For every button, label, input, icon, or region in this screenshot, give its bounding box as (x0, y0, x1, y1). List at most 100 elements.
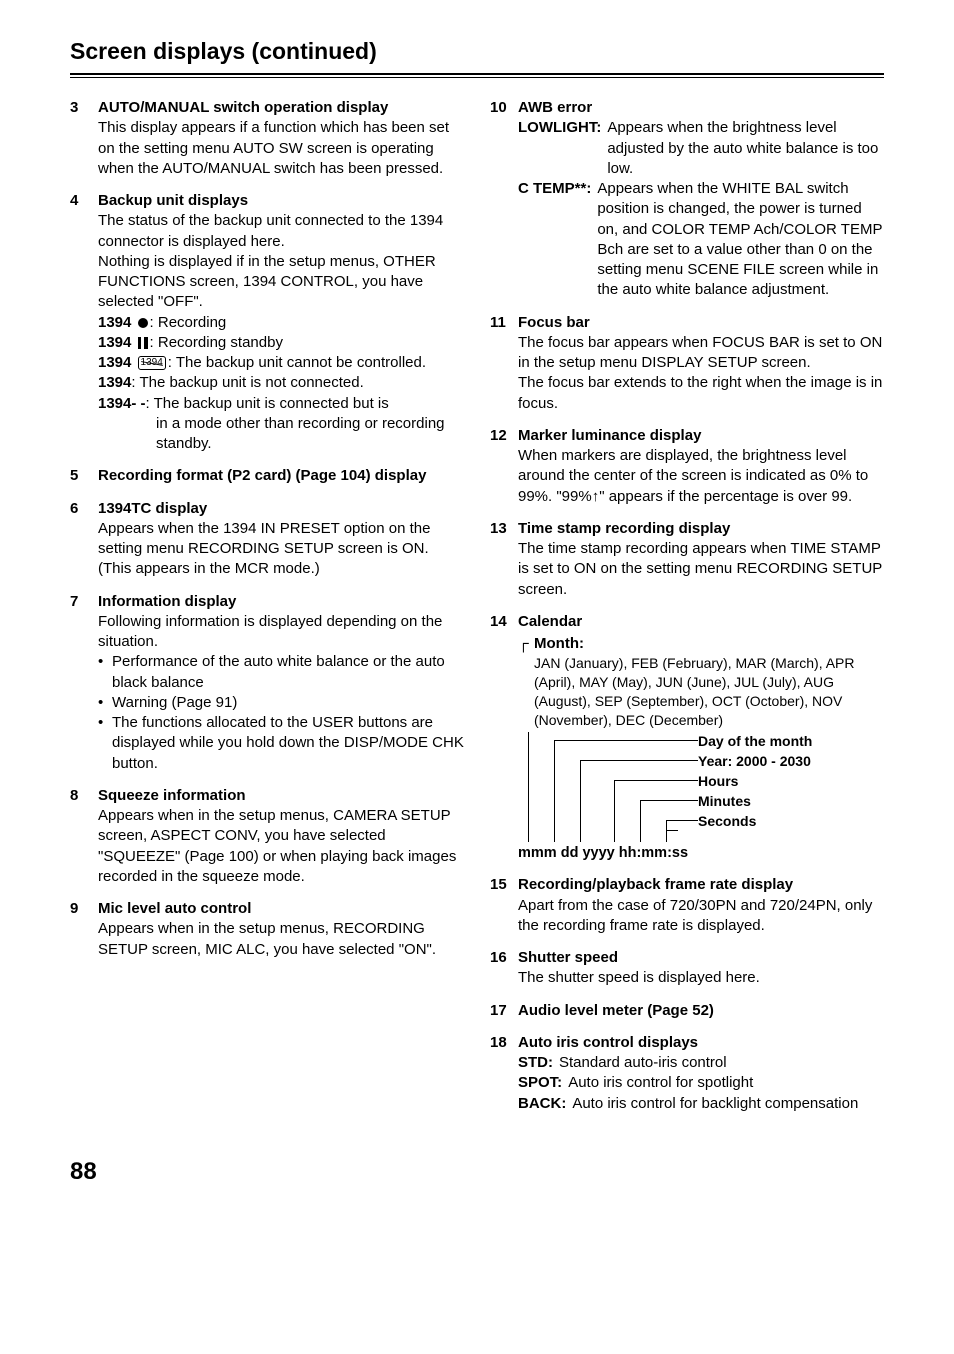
def-label: SPOT: (518, 1073, 568, 1093)
item-text: The focus bar appears when FOCUS BAR is … (518, 333, 884, 374)
item-number: 4 (70, 191, 98, 454)
def-text: Appears when the brightness level adjust… (607, 118, 884, 179)
item-text: This display appears if a function which… (98, 118, 464, 179)
item-number: 10 (490, 98, 518, 301)
item-heading: Auto iris control displays (518, 1033, 884, 1053)
title-rule (70, 73, 884, 78)
item-5: 5 Recording format (P2 card) (Page 104) … (70, 466, 464, 486)
def-back: BACK: Auto iris control for backlight co… (518, 1094, 884, 1114)
page-number: 88 (70, 1156, 884, 1188)
def-text: Auto iris control for spotlight (568, 1073, 884, 1093)
def-text: Standard auto-iris control (559, 1053, 884, 1073)
item-number: 6 (70, 499, 98, 580)
def-lowlight: LOWLIGHT: Appears when the brightness le… (518, 118, 884, 179)
right-column: 10 AWB error LOWLIGHT: Appears when the … (490, 98, 884, 1126)
status-text: : The backup unit cannot be controlled. (168, 354, 426, 371)
def-text: Auto iris control for backlight compensa… (572, 1094, 884, 1114)
status-line-dashdash: 1394- -: The backup unit is connected bu… (98, 394, 464, 455)
item-13: 13 Time stamp recording display The time… (490, 519, 884, 600)
item-10: 10 AWB error LOWLIGHT: Appears when the … (490, 98, 884, 301)
item-text: The status of the backup unit connected … (98, 211, 464, 252)
bullet-item: •Performance of the auto white balance o… (98, 652, 464, 693)
nocontrol-icon: 1394 (138, 356, 166, 370)
item-number: 17 (490, 1001, 518, 1021)
item-14: 14 Calendar ┌ Month: JAN (January), FEB … (490, 612, 884, 864)
item-number: 16 (490, 948, 518, 989)
item-heading: AUTO/MANUAL switch operation display (98, 98, 464, 118)
left-column: 3 AUTO/MANUAL switch operation display T… (70, 98, 464, 1126)
item-text: Apart from the case of 720/30PN and 720/… (518, 896, 884, 937)
calendar-diagram: ┌ Month: JAN (January), FEB (February), … (518, 634, 884, 863)
status-line-nocontrol: 1394 1394: The backup unit cannot be con… (98, 353, 464, 373)
def-std: STD: Standard auto-iris control (518, 1053, 884, 1073)
item-text: Appears when in the setup menus, RECORDI… (98, 919, 464, 960)
status-line-recording: 1394 : Recording (98, 313, 464, 333)
item-number: 13 (490, 519, 518, 600)
item-18: 18 Auto iris control displays STD: Stand… (490, 1033, 884, 1114)
item-text: When markers are displayed, the brightne… (518, 446, 884, 507)
item-9: 9 Mic level auto control Appears when in… (70, 899, 464, 960)
item-15: 15 Recording/playback frame rate display… (490, 875, 884, 936)
def-text: Appears when the WHITE BAL switch positi… (597, 179, 884, 301)
bullet-text: Performance of the auto white balance or… (112, 652, 464, 693)
pause-icon (138, 337, 148, 349)
item-text: Appears when in the setup menus, CAMERA … (98, 806, 464, 887)
cal-month-text: JAN (January), FEB (February), MAR (Marc… (534, 654, 884, 730)
status-text: : Recording (150, 314, 227, 331)
item-heading: AWB error (518, 98, 884, 118)
def-label: STD: (518, 1053, 559, 1073)
item-heading: Recording/playback frame rate display (518, 875, 884, 895)
item-heading: 1394TC display (98, 499, 464, 519)
bullet-text: The functions allocated to the USER butt… (112, 713, 464, 774)
bullet-item: •Warning (Page 91) (98, 693, 464, 713)
item-number: 9 (70, 899, 98, 960)
item-number: 5 (70, 466, 98, 486)
cal-lab-minutes: Minutes (698, 792, 751, 811)
item-8: 8 Squeeze information Appears when in th… (70, 786, 464, 887)
record-icon (138, 318, 148, 328)
def-label: C TEMP**: (518, 179, 597, 301)
status-text-cont: in a mode other than recording or record… (98, 414, 464, 455)
item-heading: Shutter speed (518, 948, 884, 968)
bracket-icon: ┌ (518, 634, 534, 651)
item-text: The focus bar extends to the right when … (518, 373, 884, 414)
item-heading: Backup unit displays (98, 191, 464, 211)
def-ctemp: C TEMP**: Appears when the WHITE BAL swi… (518, 179, 884, 301)
cal-lab-hours: Hours (698, 772, 738, 791)
item-number: 3 (70, 98, 98, 179)
status-line-notconnected: 1394: The backup unit is not connected. (98, 373, 464, 393)
cal-lab-year: Year: 2000 - 2030 (698, 752, 811, 771)
item-7: 7 Information display Following informat… (70, 592, 464, 774)
item-11: 11 Focus bar The focus bar appears when … (490, 313, 884, 414)
def-label: BACK: (518, 1094, 572, 1114)
item-text: The shutter speed is displayed here. (518, 968, 884, 988)
item-text: Appears when the 1394 IN PRESET option o… (98, 519, 464, 580)
item-heading: Information display (98, 592, 464, 612)
item-number: 15 (490, 875, 518, 936)
cal-connector-lines (518, 732, 698, 842)
cal-lab-day: Day of the month (698, 732, 812, 751)
bullet-item: •The functions allocated to the USER but… (98, 713, 464, 774)
item-text: Following information is displayed depen… (98, 612, 464, 653)
bullet-text: Warning (Page 91) (112, 693, 237, 713)
cal-month-label: Month: (534, 634, 884, 654)
label-1394: 1394 (98, 314, 131, 331)
def-label: LOWLIGHT: (518, 118, 607, 179)
item-heading: Marker luminance display (518, 426, 884, 446)
def-spot: SPOT: Auto iris control for spotlight (518, 1073, 884, 1093)
item-text: Nothing is displayed if in the setup men… (98, 252, 464, 313)
content-columns: 3 AUTO/MANUAL switch operation display T… (70, 98, 884, 1126)
cal-lab-seconds: Seconds (698, 812, 756, 831)
item-text: The time stamp recording appears when TI… (518, 539, 884, 600)
item-number: 14 (490, 612, 518, 864)
item-number: 12 (490, 426, 518, 507)
item-6: 6 1394TC display Appears when the 1394 I… (70, 499, 464, 580)
item-17: 17 Audio level meter (Page 52) (490, 1001, 884, 1021)
item-heading: Focus bar (518, 313, 884, 333)
status-text: : The backup unit is not connected. (131, 374, 363, 391)
item-16: 16 Shutter speed The shutter speed is di… (490, 948, 884, 989)
label-1394: 1394 (98, 334, 131, 351)
item-heading: Recording format (P2 card) (Page 104) di… (98, 466, 464, 486)
item-number: 18 (490, 1033, 518, 1114)
label-1394: 1394 (98, 354, 131, 371)
